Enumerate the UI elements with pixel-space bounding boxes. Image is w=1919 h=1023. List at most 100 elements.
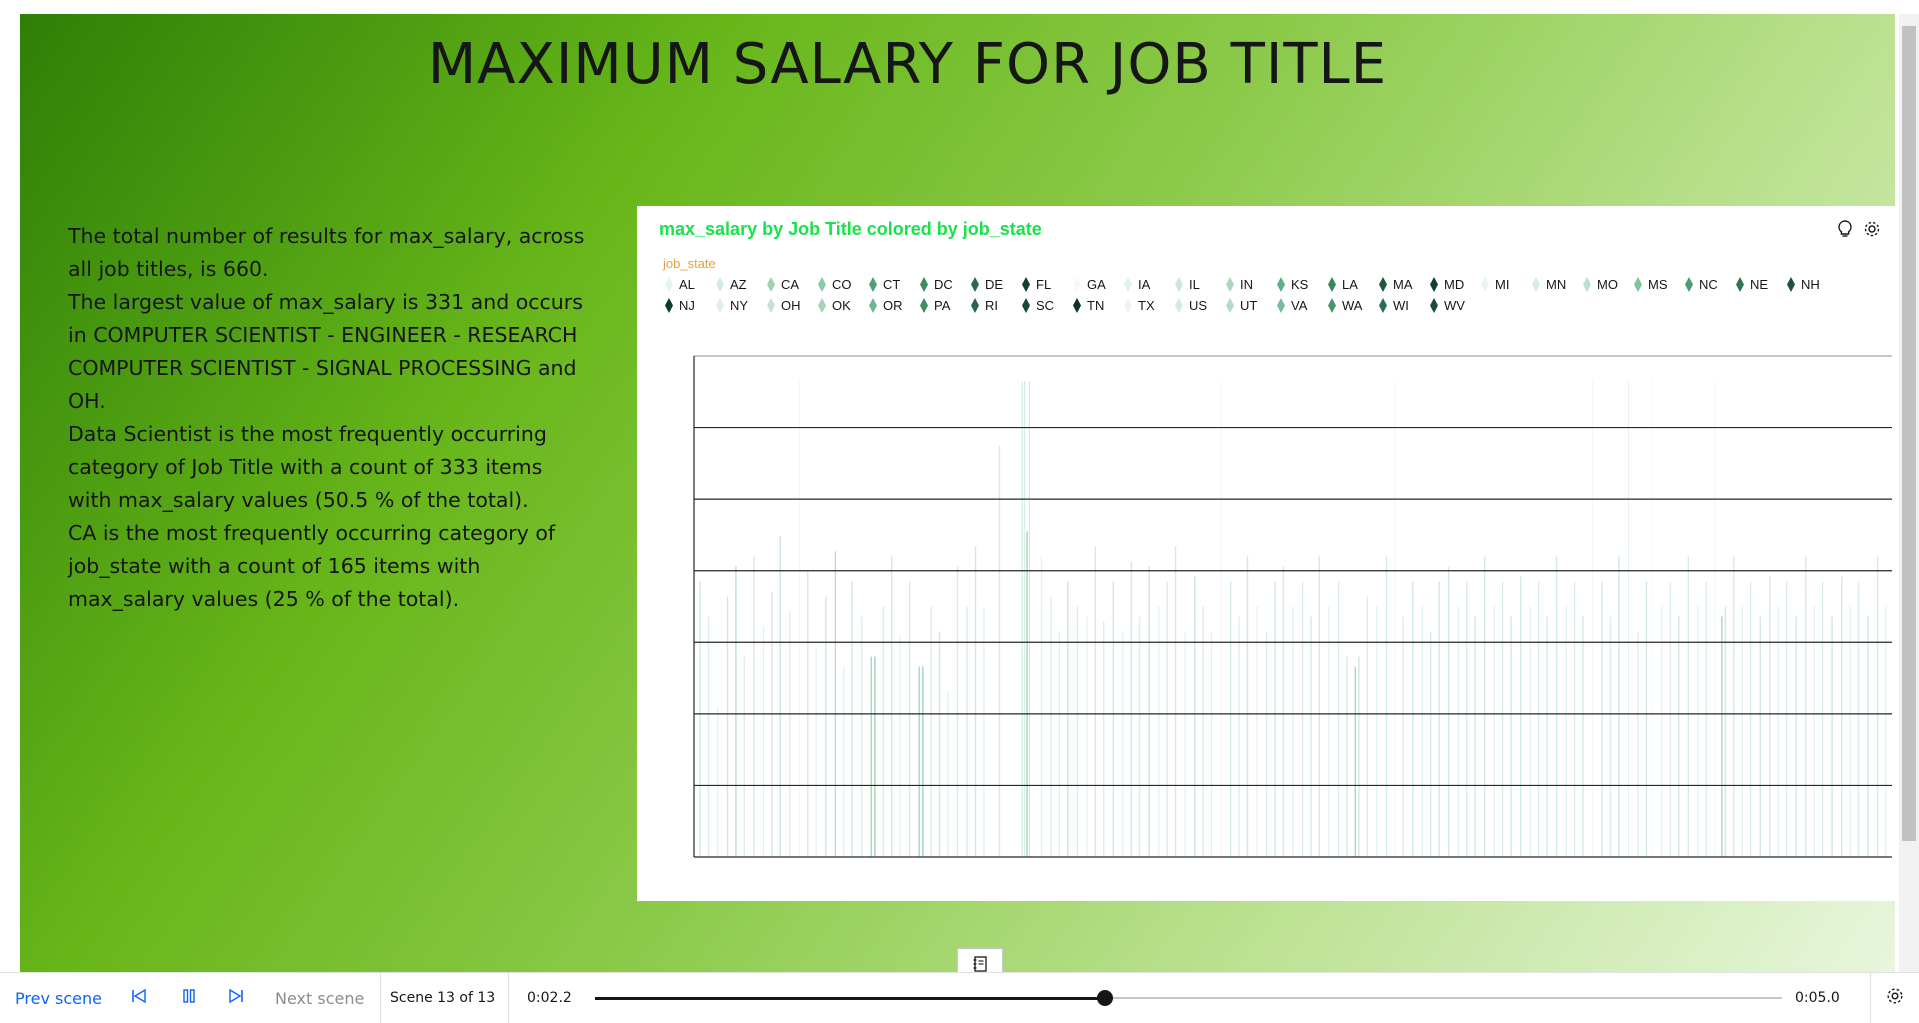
legend-swatch bbox=[1328, 298, 1336, 313]
legend-label: MI bbox=[1495, 277, 1510, 292]
legend-swatch bbox=[869, 277, 877, 292]
legend-item-dc[interactable]: DC bbox=[920, 276, 971, 293]
legend-swatch bbox=[1379, 277, 1387, 292]
legend-label: PA bbox=[934, 298, 951, 313]
legend-item-fl[interactable]: FL bbox=[1022, 276, 1073, 293]
legend-swatch bbox=[869, 298, 877, 313]
legend-item-ok[interactable]: OK bbox=[818, 297, 869, 314]
next-scene-button[interactable]: Next scene bbox=[275, 988, 365, 1008]
legend-swatch bbox=[971, 277, 979, 292]
narrative-paragraph: The largest value of max_salary is 331 a… bbox=[68, 290, 583, 413]
legend-item-wa[interactable]: WA bbox=[1328, 297, 1379, 314]
scene-counter: Scene 13 of 13 bbox=[390, 990, 496, 1006]
legend-item-pa[interactable]: PA bbox=[920, 297, 971, 314]
skip-back-button[interactable] bbox=[130, 973, 148, 1023]
legend-item-ga[interactable]: GA bbox=[1073, 276, 1124, 293]
prev-scene-button[interactable]: Prev scene bbox=[15, 988, 102, 1008]
legend-item-ut[interactable]: UT bbox=[1226, 297, 1277, 314]
progress-handle[interactable] bbox=[1097, 990, 1114, 1006]
legend-swatch bbox=[1073, 298, 1081, 313]
legend-item-nc[interactable]: NC bbox=[1685, 276, 1736, 293]
legend-item-ca[interactable]: CA bbox=[767, 276, 818, 293]
legend-label: IL bbox=[1189, 277, 1200, 292]
legend-item-oh[interactable]: OH bbox=[767, 297, 818, 314]
legend-item-az[interactable]: AZ bbox=[716, 276, 767, 293]
narrative-paragraph: The total number of results for max_sala… bbox=[68, 224, 585, 281]
legend: AL AZ CA CO CT DC DE FL GA IA IL IN KS LA MA MD MI MN MO MS… bbox=[665, 276, 1865, 314]
legend-swatch bbox=[1277, 298, 1285, 313]
legend-swatch bbox=[1175, 277, 1183, 292]
chart-plot bbox=[693, 355, 1892, 858]
legend-item-md[interactable]: MD bbox=[1430, 276, 1481, 293]
legend-item-co[interactable]: CO bbox=[818, 276, 869, 293]
legend-item-la[interactable]: LA bbox=[1328, 276, 1379, 293]
legend-item-va[interactable]: VA bbox=[1277, 297, 1328, 314]
legend-item-ma[interactable]: MA bbox=[1379, 276, 1430, 293]
legend-label: VA bbox=[1291, 298, 1308, 313]
legend-swatch bbox=[716, 298, 724, 313]
legend-swatch bbox=[1175, 298, 1183, 313]
legend-item-nh[interactable]: NH bbox=[1787, 276, 1838, 293]
legend-item-us[interactable]: US bbox=[1175, 297, 1226, 314]
settings-gear-icon[interactable] bbox=[1861, 218, 1883, 240]
legend-item-wv[interactable]: WV bbox=[1430, 297, 1481, 314]
legend-swatch bbox=[818, 298, 826, 313]
legend-item-ny[interactable]: NY bbox=[716, 297, 767, 314]
legend-item-ct[interactable]: CT bbox=[869, 276, 920, 293]
legend-item-ia[interactable]: IA bbox=[1124, 276, 1175, 293]
legend-label: NJ bbox=[679, 298, 695, 313]
notes-button[interactable] bbox=[957, 948, 1003, 972]
legend-item-nj[interactable]: NJ bbox=[665, 297, 716, 314]
legend-swatch bbox=[1532, 277, 1540, 292]
legend-label: IA bbox=[1138, 277, 1151, 292]
legend-label: IN bbox=[1240, 277, 1253, 292]
legend-item-tx[interactable]: TX bbox=[1124, 297, 1175, 314]
chart-title: max_salary by Job Title colored by job_s… bbox=[659, 219, 1042, 239]
legend-item-sc[interactable]: SC bbox=[1022, 297, 1073, 314]
pause-icon bbox=[180, 987, 198, 1009]
legend-label: AZ bbox=[730, 277, 747, 292]
legend-label: TN bbox=[1087, 298, 1105, 313]
legend-item-il[interactable]: IL bbox=[1175, 276, 1226, 293]
legend-swatch bbox=[971, 298, 979, 313]
lightbulb-icon[interactable] bbox=[1834, 218, 1856, 240]
legend-item-ks[interactable]: KS bbox=[1277, 276, 1328, 293]
legend-label: WV bbox=[1444, 298, 1465, 313]
notebook-icon bbox=[971, 955, 989, 972]
legend-item-mi[interactable]: MI bbox=[1481, 276, 1532, 293]
legend-label: US bbox=[1189, 298, 1208, 313]
legend-item-al[interactable]: AL bbox=[665, 276, 716, 293]
legend-label: NE bbox=[1750, 277, 1769, 292]
legend-item-wi[interactable]: WI bbox=[1379, 297, 1430, 314]
legend-item-mn[interactable]: MN bbox=[1532, 276, 1583, 293]
settings-button[interactable] bbox=[1885, 973, 1905, 1023]
legend-item-tn[interactable]: TN bbox=[1073, 297, 1124, 314]
legend-item-de[interactable]: DE bbox=[971, 276, 1022, 293]
legend-swatch bbox=[1787, 277, 1795, 292]
skip-forward-icon bbox=[227, 987, 245, 1009]
legend-label: CA bbox=[781, 277, 800, 292]
skip-forward-button[interactable] bbox=[227, 973, 245, 1023]
legend-label: RI bbox=[985, 298, 998, 313]
legend-item-ms[interactable]: MS bbox=[1634, 276, 1685, 293]
legend-item-mo[interactable]: MO bbox=[1583, 276, 1634, 293]
legend-swatch bbox=[818, 277, 826, 292]
legend-swatch bbox=[920, 298, 928, 313]
pause-button[interactable] bbox=[180, 973, 198, 1023]
progress-slider[interactable] bbox=[595, 990, 1782, 1006]
scene-title: MAXIMUM SALARY FOR JOB TITLE bbox=[427, 32, 1388, 97]
legend-swatch bbox=[716, 277, 724, 292]
legend-label: MO bbox=[1597, 277, 1618, 292]
legend-item-in[interactable]: IN bbox=[1226, 276, 1277, 293]
legend-item-ri[interactable]: RI bbox=[971, 297, 1022, 314]
scrollbar-thumb[interactable] bbox=[1902, 26, 1916, 841]
playback-toolbar: Prev scene Next scene Scene 13 of 13 0:0… bbox=[0, 972, 1919, 1023]
legend-item-or[interactable]: OR bbox=[869, 297, 920, 314]
legend-label: MS bbox=[1648, 277, 1668, 292]
legend-label: FL bbox=[1036, 277, 1052, 292]
legend-label: DC bbox=[934, 277, 953, 292]
legend-item-ne[interactable]: NE bbox=[1736, 276, 1787, 293]
narrative-text: The total number of results for max_sala… bbox=[68, 220, 588, 616]
skip-back-icon bbox=[130, 987, 148, 1009]
legend-swatch bbox=[665, 298, 673, 313]
